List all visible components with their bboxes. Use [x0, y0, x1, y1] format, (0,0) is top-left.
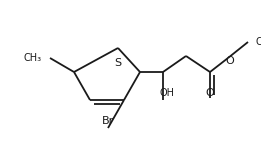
Text: CH₃: CH₃ — [24, 53, 42, 63]
Text: S: S — [114, 58, 122, 68]
Text: O: O — [226, 56, 234, 66]
Text: CH₃: CH₃ — [256, 37, 261, 47]
Text: Br: Br — [102, 116, 114, 126]
Text: O: O — [206, 88, 214, 98]
Text: OH: OH — [159, 88, 175, 98]
